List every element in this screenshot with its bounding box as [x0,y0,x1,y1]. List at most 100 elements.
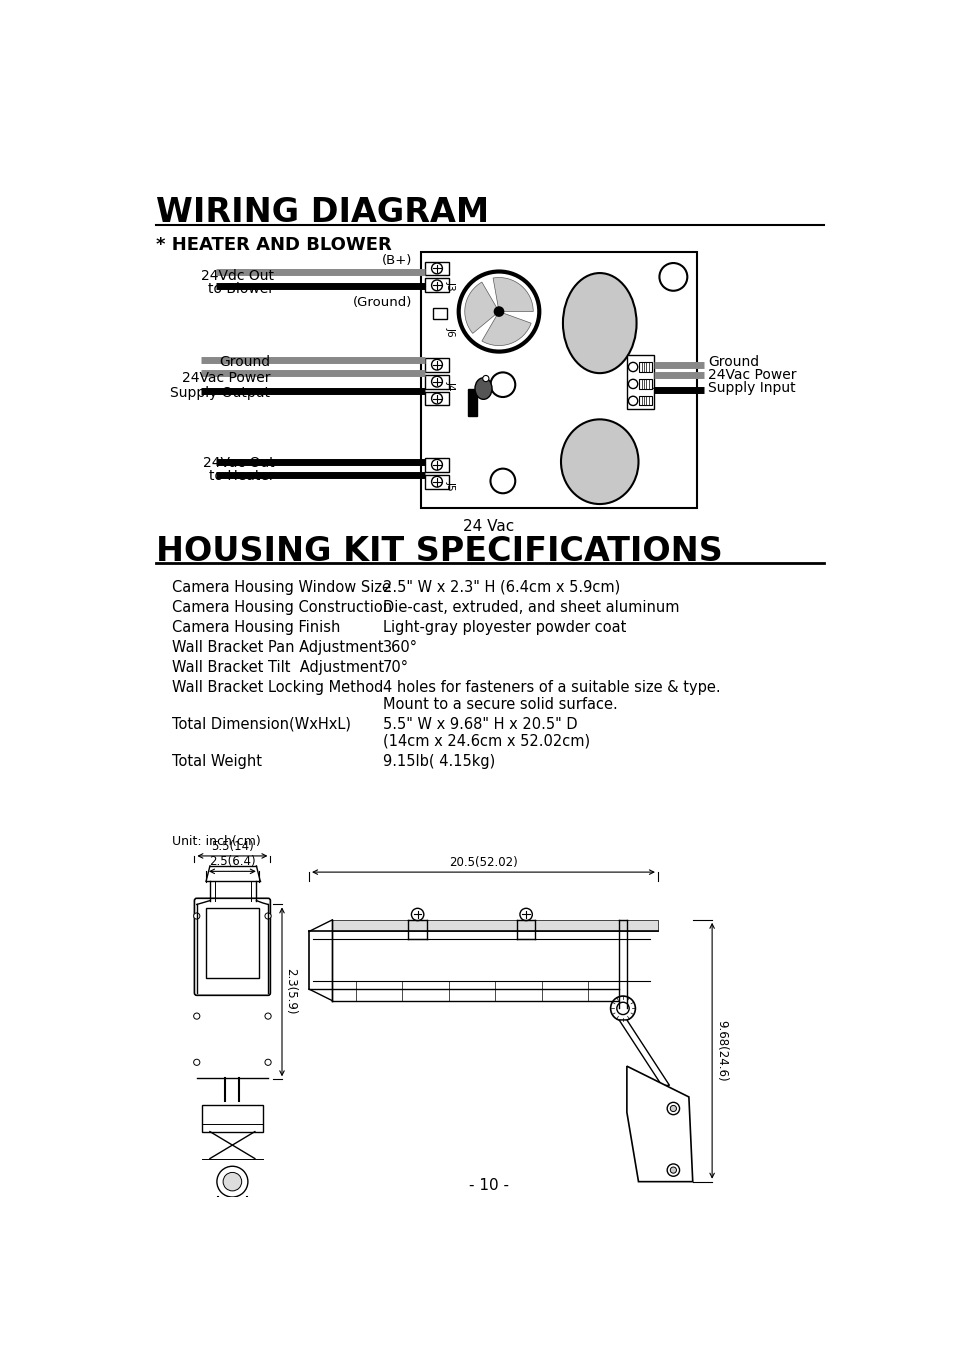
Text: HOUSING KIT SPECIFICATIONS: HOUSING KIT SPECIFICATIONS [155,535,721,568]
Polygon shape [332,920,658,931]
Text: Ground: Ground [219,355,270,370]
Text: Wall Bracket Pan Adjustment: Wall Bracket Pan Adjustment [172,640,383,655]
FancyBboxPatch shape [194,898,270,995]
Text: Wall Bracket Tilt  Adjustment: Wall Bracket Tilt Adjustment [172,659,384,675]
Circle shape [494,307,503,316]
Circle shape [411,908,423,920]
Text: 9.15lb( 4.15kg): 9.15lb( 4.15kg) [382,753,495,768]
Polygon shape [626,1067,692,1182]
Bar [639,397,651,405]
Circle shape [431,393,442,403]
Bar [425,358,448,371]
Circle shape [519,908,532,920]
Ellipse shape [562,273,636,373]
Circle shape [223,1173,241,1190]
Circle shape [265,913,271,919]
Bar [425,375,448,389]
Text: 70°: 70° [382,659,408,675]
Text: to Blower: to Blower [208,282,274,296]
Text: 20.5(52.02): 20.5(52.02) [449,855,517,869]
Circle shape [490,468,515,494]
Circle shape [458,272,538,351]
Circle shape [193,1060,199,1065]
Text: (B+): (B+) [381,254,412,266]
Bar [639,379,651,389]
Bar [206,908,258,978]
Text: 360°: 360° [382,640,417,655]
Circle shape [628,397,637,405]
Text: Unit: inch(cm): Unit: inch(cm) [172,835,260,849]
Bar [204,1205,258,1247]
Circle shape [431,280,442,291]
Bar [639,362,651,371]
Text: WIRING DIAGRAM: WIRING DIAGRAM [155,196,488,229]
Text: 24 Vac: 24 Vac [463,519,514,534]
Circle shape [265,1060,271,1065]
Text: 24Vac Out: 24Vac Out [202,456,274,471]
Circle shape [628,362,637,371]
Circle shape [666,1103,679,1115]
Text: 2.5(6.4): 2.5(6.4) [209,855,255,869]
Text: 24Vac Power: 24Vac Power [707,367,796,382]
Circle shape [431,476,442,487]
Text: 2.3(5.9): 2.3(5.9) [284,968,297,1014]
Text: 24Vdc Out: 24Vdc Out [201,269,274,284]
Circle shape [220,1217,242,1239]
Text: 24Vac Power: 24Vac Power [182,371,270,385]
Text: to Heater: to Heater [209,469,274,483]
Circle shape [659,264,686,291]
Circle shape [265,1013,271,1020]
Text: (Ground): (Ground) [353,296,412,309]
Circle shape [490,373,515,397]
Circle shape [431,264,442,274]
Text: Total Dimension(WxHxL): Total Dimension(WxHxL) [172,717,351,732]
Circle shape [670,1167,676,1173]
Circle shape [431,377,442,387]
Bar [421,253,696,508]
Text: Ground: Ground [707,355,759,370]
Text: J3: J3 [445,281,455,291]
Text: Wall Bracket Locking Method: Wall Bracket Locking Method [172,679,383,694]
Ellipse shape [560,420,638,504]
Text: 9.68(24.6): 9.68(24.6) [715,1020,727,1081]
Circle shape [202,1299,213,1310]
Text: 4 holes for fasteners of a suitable size & type.
Mount to a secure solid surface: 4 holes for fasteners of a suitable size… [382,679,720,712]
Circle shape [252,1299,262,1310]
Ellipse shape [475,378,492,399]
Text: J4: J4 [445,381,455,390]
Text: J6: J6 [445,327,455,336]
Text: * HEATER AND BLOWER: * HEATER AND BLOWER [155,237,391,254]
Circle shape [431,359,442,370]
Wedge shape [481,312,531,346]
Bar [194,1282,270,1297]
Wedge shape [493,277,533,312]
Text: - 10 -: - 10 - [469,1178,508,1193]
Bar [468,389,476,416]
Bar [425,457,448,472]
Circle shape [193,913,199,919]
Bar [425,391,448,405]
Wedge shape [464,282,498,334]
Bar [626,355,654,409]
Text: Total Weight: Total Weight [172,753,262,768]
Text: Camera Housing Construction: Camera Housing Construction [172,600,392,615]
Text: 5.5(14): 5.5(14) [211,839,253,853]
Circle shape [617,1002,629,1014]
Text: 5.5" W x 9.68" H x 20.5" D
(14cm x 24.6cm x 52.02cm): 5.5" W x 9.68" H x 20.5" D (14cm x 24.6c… [382,717,589,749]
Bar [425,475,448,488]
Bar [425,261,448,276]
Circle shape [482,375,488,382]
Text: 2.5" W x 2.3" H (6.4cm x 5.9cm): 2.5" W x 2.3" H (6.4cm x 5.9cm) [382,580,619,594]
Bar [202,1104,262,1131]
Text: Light-gray ployester powder coat: Light-gray ployester powder coat [382,620,625,635]
Text: Camera Housing Window Size: Camera Housing Window Size [172,580,391,594]
Circle shape [666,1163,679,1177]
Text: Die-cast, extruded, and sheet aluminum: Die-cast, extruded, and sheet aluminum [382,600,679,615]
Circle shape [193,1013,199,1020]
Bar [425,278,448,292]
Circle shape [670,1106,676,1111]
Circle shape [628,379,637,389]
Text: Camera Housing Finish: Camera Housing Finish [172,620,340,635]
Circle shape [431,460,442,471]
Text: Supply Output: Supply Output [171,386,270,401]
